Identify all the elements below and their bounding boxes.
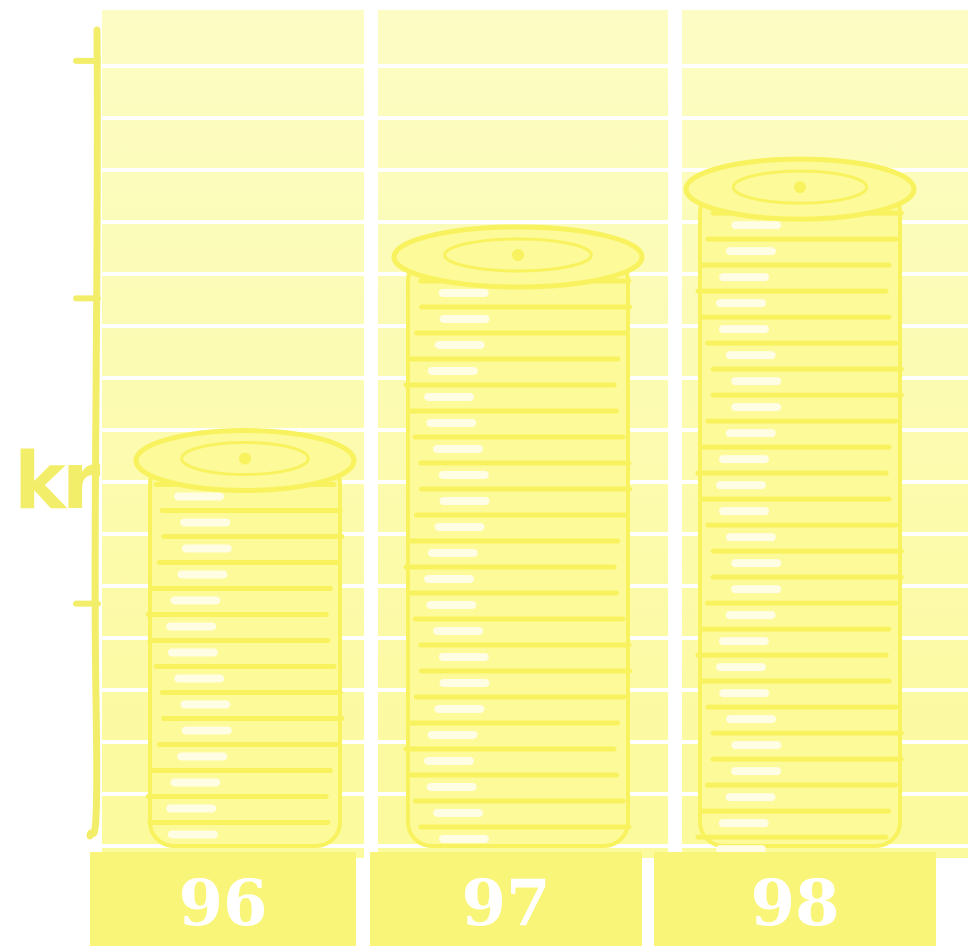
x-tick-label-97: 97: [461, 866, 550, 941]
category-labels: 96 97 98: [90, 852, 936, 946]
y-axis-label: kr: [14, 437, 101, 527]
coin-top-ring: [443, 237, 593, 273]
category-label-box-96: [90, 852, 356, 946]
bar-98: [698, 187, 902, 848]
y-axis-line: [86, 26, 101, 840]
coin-top-center: [794, 181, 806, 194]
coin-top-ring: [731, 169, 869, 205]
coin-stack-96: [133, 427, 357, 848]
category-label-box-98: [654, 852, 936, 946]
coin-stack-97: [391, 224, 645, 848]
x-tick-label-96: 96: [178, 866, 267, 941]
coin-stack-98: [683, 156, 917, 854]
category-label-box-97: [370, 852, 642, 946]
coin-top-center: [239, 452, 251, 465]
y-axis: [73, 26, 101, 840]
coin-stacks: [133, 156, 917, 854]
coin-top-center: [512, 248, 524, 261]
x-tick-label-98: 98: [750, 866, 839, 941]
coin-top-ring: [180, 440, 310, 476]
